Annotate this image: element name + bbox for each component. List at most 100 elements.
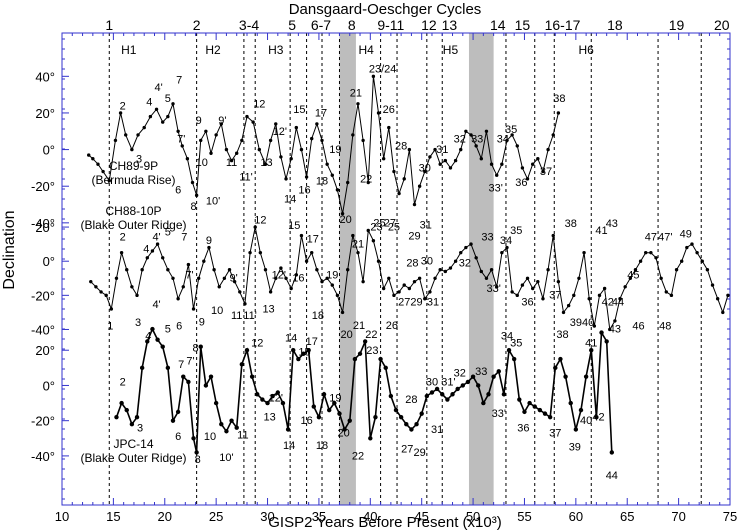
data-point	[583, 374, 589, 379]
data-point	[175, 409, 181, 415]
point-label: 28	[405, 394, 417, 406]
point-label: 12	[253, 98, 265, 110]
point-label: 33'	[489, 183, 503, 195]
data-point	[573, 427, 579, 432]
data-point	[402, 283, 406, 287]
do-cycle-labels: 1 2 3-4 5 6-7 8 9-11 12 13 14 15 16-17 18 19 20	[105, 17, 729, 33]
data-point	[219, 422, 224, 427]
point-label: 22	[352, 450, 364, 462]
data-point	[721, 310, 725, 315]
data-point	[495, 285, 499, 289]
data-point	[140, 268, 144, 272]
x-tick-label: 15	[106, 509, 120, 524]
point-label: 35	[510, 225, 522, 237]
data-point	[500, 162, 504, 166]
data-point	[525, 177, 530, 181]
point-label: 17	[307, 233, 319, 245]
data-point	[371, 239, 376, 243]
heinrich-label: H5	[443, 43, 459, 57]
data-point	[238, 290, 242, 294]
data-point	[351, 233, 355, 238]
data-point	[265, 400, 270, 406]
y-tick-labels: 40°20°0°-20°-40°20°0°-20°-40°20°0°-20°-4…	[31, 69, 55, 464]
point-label: 19	[326, 269, 338, 281]
data-point	[202, 259, 206, 263]
data-point	[690, 242, 694, 246]
data-point	[129, 422, 135, 427]
data-point	[551, 133, 555, 137]
point-label: 12	[254, 215, 266, 227]
shaded-band-1	[468, 33, 494, 505]
do-cycle-label: 16-17	[545, 17, 581, 33]
data-point	[89, 279, 93, 284]
data-point	[289, 157, 293, 161]
point-label: 32	[454, 133, 466, 145]
do-cycle-label: 1	[105, 17, 113, 33]
data-point	[465, 379, 471, 385]
data-point	[474, 256, 478, 260]
data-point	[274, 122, 278, 126]
point-label: 13	[262, 303, 274, 315]
data-point	[510, 290, 514, 294]
data-point	[438, 268, 442, 272]
point-label: 15	[298, 347, 310, 359]
data-point	[448, 166, 453, 170]
data-point	[459, 147, 463, 152]
point-label: 6	[176, 320, 182, 332]
data-point	[520, 166, 525, 170]
data-point	[638, 259, 643, 263]
point-label: 30	[419, 163, 431, 175]
point-label: 2	[120, 232, 126, 244]
data-point	[700, 259, 704, 263]
point-label: 22	[360, 174, 372, 186]
data-point	[476, 383, 481, 388]
point-label: 25	[388, 221, 400, 233]
point-label: 10'	[206, 196, 220, 208]
data-point	[578, 407, 584, 413]
data-point	[191, 436, 196, 441]
data-point	[239, 362, 245, 367]
data-point	[186, 379, 191, 385]
data-point	[280, 400, 286, 406]
data-point	[587, 297, 591, 301]
data-point	[356, 250, 360, 255]
point-label: 45	[627, 269, 639, 281]
data-point	[316, 414, 322, 420]
point-label: 43	[606, 218, 618, 230]
point-label: 9	[196, 115, 202, 127]
data-point	[469, 242, 473, 246]
point-label: 34	[501, 331, 513, 343]
x-tick-label: 75	[723, 509, 737, 524]
data-point	[428, 290, 432, 294]
data-point	[500, 250, 504, 255]
data-point	[536, 157, 540, 161]
data-point	[124, 133, 128, 137]
do-cycle-dashed-lines	[108, 33, 702, 505]
point-label: 4'	[152, 299, 160, 311]
point-label: 33	[471, 133, 483, 145]
data-point	[510, 133, 514, 137]
point-label: 44	[612, 297, 624, 309]
data-point	[443, 269, 448, 274]
y-tick-label: -20°	[31, 414, 55, 429]
x-axis-label: GISP2 Years Before Present (x10³)	[268, 514, 501, 531]
y-tick-label: 20°	[35, 343, 55, 358]
point-label: 20	[337, 428, 349, 440]
point-label: 10	[196, 157, 208, 169]
data-point	[530, 162, 535, 166]
data-point	[125, 268, 129, 272]
data-point	[450, 392, 455, 397]
data-point	[679, 259, 684, 263]
data-point	[150, 249, 155, 253]
data-point	[618, 297, 622, 301]
data-point	[114, 276, 119, 280]
y-tick-label: 20°	[35, 220, 55, 235]
x-tick-label: 65	[620, 509, 634, 524]
data-point	[453, 259, 458, 263]
data-point	[91, 157, 95, 161]
data-point	[551, 233, 555, 238]
data-point	[249, 374, 255, 379]
data-point	[327, 407, 332, 413]
data-point	[726, 293, 730, 298]
data-point	[474, 144, 478, 148]
